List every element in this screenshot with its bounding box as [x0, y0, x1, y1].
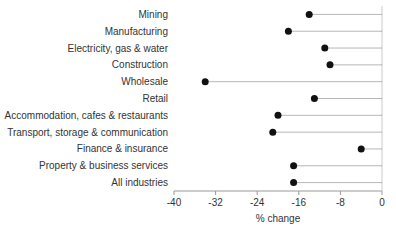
dot — [327, 61, 334, 68]
x-tick-label: -32 — [208, 197, 223, 208]
dot — [269, 129, 276, 136]
y-tick-labels: All industries Property & business servic… — [5, 9, 169, 188]
y-tick-label: Finance & insurance — [77, 143, 169, 154]
dot — [321, 45, 328, 52]
x-tick — [382, 191, 383, 195]
y-tick-label: Retail — [142, 93, 168, 104]
stem — [278, 115, 382, 116]
dot — [285, 28, 292, 35]
y-tick-label: Transport, storage & communication — [7, 127, 168, 138]
y-tick-label: Accommodation, cafes & restaurants — [5, 110, 168, 121]
stem — [314, 98, 382, 99]
x-tick — [257, 191, 258, 195]
x-tick-label: -40 — [167, 197, 182, 208]
x-tick-label: -16 — [292, 197, 307, 208]
stem — [273, 132, 382, 133]
x-tick-label: -24 — [250, 197, 265, 208]
x-tick-label: -8 — [336, 197, 345, 208]
dot — [311, 95, 318, 102]
y-tick-label: Manufacturing — [105, 26, 168, 37]
stem — [294, 182, 382, 183]
x-axis-line — [174, 191, 382, 192]
x-tick — [298, 191, 299, 195]
marks — [202, 11, 382, 186]
dot — [290, 162, 297, 169]
stem — [205, 81, 382, 82]
dot — [202, 78, 209, 85]
stem — [325, 48, 382, 49]
x-tick — [215, 191, 216, 195]
dot — [306, 11, 313, 18]
x-tick-label: 0 — [379, 197, 385, 208]
x-tick — [340, 191, 341, 195]
y-tick-label: Property & business services — [39, 160, 168, 171]
stem — [330, 64, 382, 65]
y-tick-label: Electricity, gas & water — [68, 43, 169, 54]
dot — [358, 145, 365, 152]
x-axis-label: % change — [256, 213, 301, 224]
stem — [294, 165, 382, 166]
x-tick — [174, 191, 175, 195]
stem — [288, 31, 382, 32]
dot — [275, 112, 282, 119]
y-tick-label: Wholesale — [121, 76, 168, 87]
y-tick-label: All industries — [111, 177, 168, 188]
dot — [290, 179, 297, 186]
chart: All industries Property & business servic… — [0, 0, 396, 227]
y-tick-label: Mining — [139, 9, 168, 20]
y-tick-label: Construction — [112, 59, 168, 70]
x-axis: -40 -32 -24 -16 -8 0 — [167, 191, 385, 208]
stem — [309, 14, 382, 15]
